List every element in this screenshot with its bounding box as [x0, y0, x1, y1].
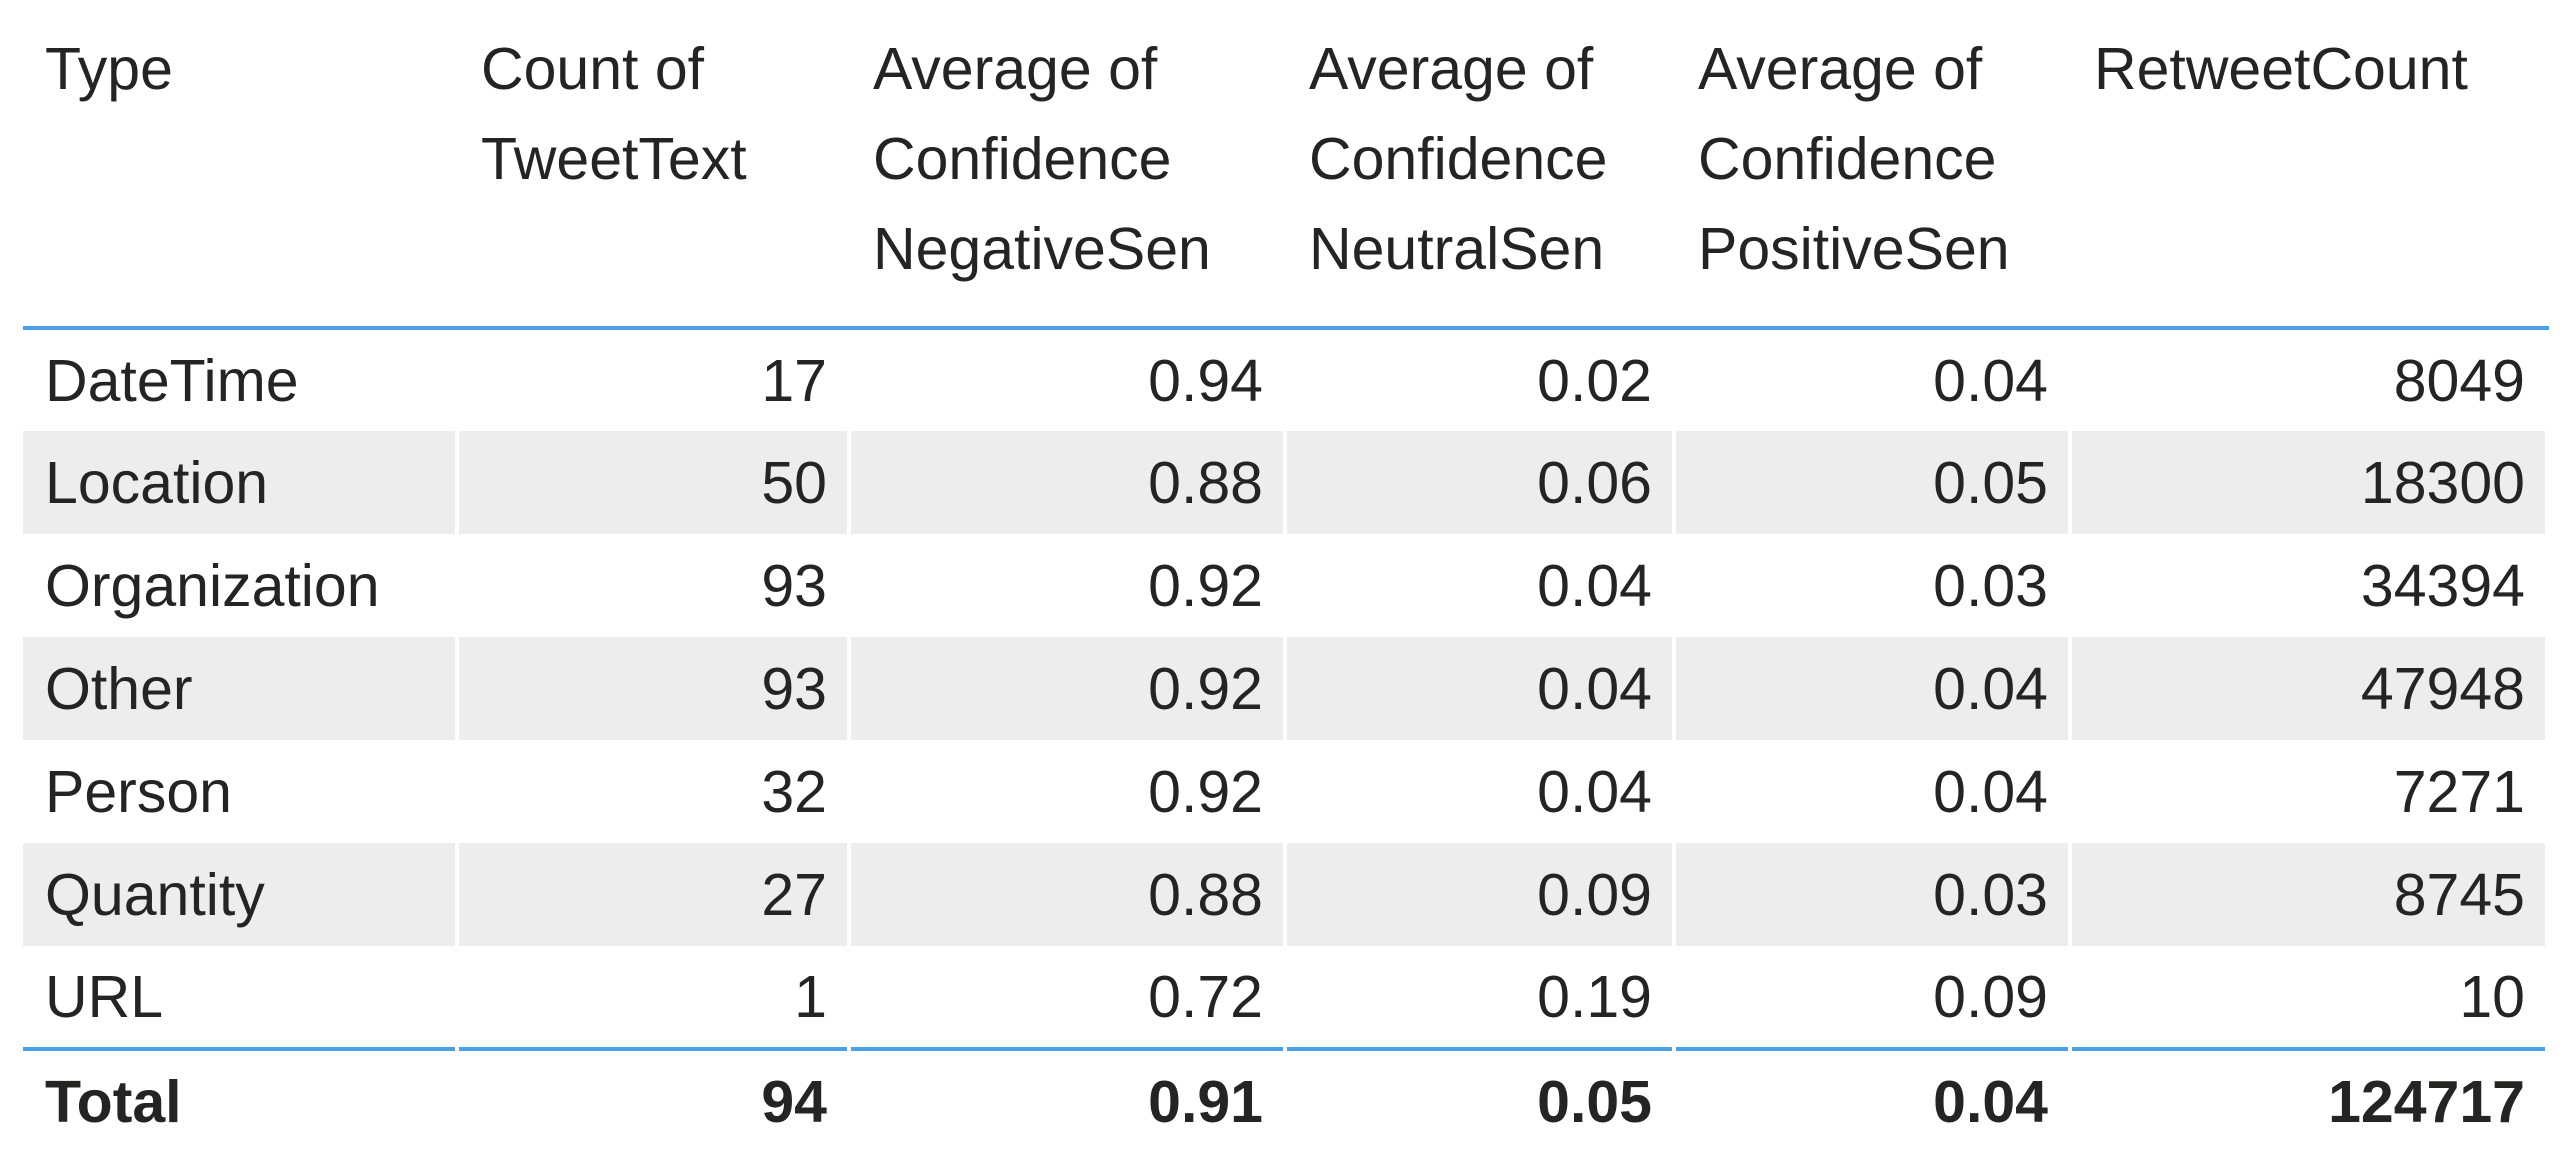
cell-value: 0.05: [1674, 431, 2072, 534]
cell-value: 0.92: [849, 637, 1287, 740]
table-row: Other 93 0.92 0.04 0.04 47948: [23, 637, 2549, 740]
cell-value: 0.88: [849, 431, 1287, 534]
cell-value: 0.94: [849, 328, 1287, 431]
total-value: 124717: [2070, 1047, 2549, 1152]
row-label: Quantity: [23, 843, 459, 946]
cell-value: 0.09: [1674, 946, 2072, 1049]
column-header[interactable]: RetweetCount: [2070, 0, 2549, 330]
row-label: Organization: [23, 534, 459, 637]
cell-value: 0.04: [1285, 637, 1676, 740]
cell-value: 0.04: [1674, 637, 2072, 740]
total-value: 0.91: [849, 1047, 1287, 1152]
table-footer: Total 94 0.91 0.05 0.04 124717: [23, 1047, 2549, 1152]
column-header[interactable]: Average of Confidence NegativeSen: [849, 0, 1287, 330]
cell-value: 0.02: [1285, 328, 1676, 431]
cell-value: 18300: [2070, 431, 2549, 534]
cell-value: 93: [457, 637, 851, 740]
cell-value: 17: [457, 328, 851, 431]
column-header[interactable]: Average of Confidence NeutralSen: [1285, 0, 1676, 330]
cell-value: 0.03: [1674, 843, 2072, 946]
total-row: Total 94 0.91 0.05 0.04 124717: [23, 1047, 2549, 1152]
row-label: Person: [23, 740, 459, 843]
data-table: Type Count of TweetText Average of Confide…: [23, 0, 2549, 1152]
table-row: Quantity 27 0.88 0.09 0.03 8745: [23, 843, 2549, 946]
row-label: Location: [23, 431, 459, 534]
cell-value: 1: [457, 946, 851, 1049]
cell-value: 0.03: [1674, 534, 2072, 637]
table-row: DateTime 17 0.94 0.02 0.04 8049: [23, 328, 2549, 431]
column-header[interactable]: Average of Confidence PositiveSen: [1674, 0, 2072, 330]
cell-value: 10: [2070, 946, 2549, 1049]
cell-value: 32: [457, 740, 851, 843]
cell-value: 0.04: [1674, 328, 2072, 431]
total-value: 0.04: [1674, 1047, 2072, 1152]
table-row: URL 1 0.72 0.19 0.09 10: [23, 946, 2549, 1049]
table-row: Person 32 0.92 0.04 0.04 7271: [23, 740, 2549, 843]
cell-value: 50: [457, 431, 851, 534]
cell-value: 0.04: [1674, 740, 2072, 843]
column-header[interactable]: Type: [23, 0, 459, 330]
cell-value: 0.72: [849, 946, 1287, 1049]
cell-value: 34394: [2070, 534, 2549, 637]
cell-value: 0.04: [1285, 534, 1676, 637]
cell-value: 0.06: [1285, 431, 1676, 534]
total-value: 0.05: [1285, 1047, 1676, 1152]
cell-value: 0.19: [1285, 946, 1676, 1049]
table-body: DateTime 17 0.94 0.02 0.04 8049 Location 50 0.88…: [23, 328, 2549, 1049]
table-row: Organization 93 0.92 0.04 0.03 34394: [23, 534, 2549, 637]
table-row: Location 50 0.88 0.06 0.05 18300: [23, 431, 2549, 534]
row-label: DateTime: [23, 328, 459, 431]
column-header[interactable]: Count of TweetText: [457, 0, 851, 330]
cell-value: 8049: [2070, 328, 2549, 431]
table-header: Type Count of TweetText Average of Confide…: [23, 0, 2549, 330]
cell-value: 0.92: [849, 534, 1287, 637]
row-label: URL: [23, 946, 459, 1049]
cell-value: 47948: [2070, 637, 2549, 740]
cell-value: 0.92: [849, 740, 1287, 843]
cell-value: 0.04: [1285, 740, 1676, 843]
row-label: Other: [23, 637, 459, 740]
cell-value: 0.88: [849, 843, 1287, 946]
cell-value: 8745: [2070, 843, 2549, 946]
cell-value: 7271: [2070, 740, 2549, 843]
cell-value: 0.09: [1285, 843, 1676, 946]
total-value: 94: [457, 1047, 851, 1152]
cell-value: 27: [457, 843, 851, 946]
total-label: Total: [23, 1047, 459, 1152]
header-row: Type Count of TweetText Average of Confide…: [23, 0, 2549, 330]
cell-value: 93: [457, 534, 851, 637]
